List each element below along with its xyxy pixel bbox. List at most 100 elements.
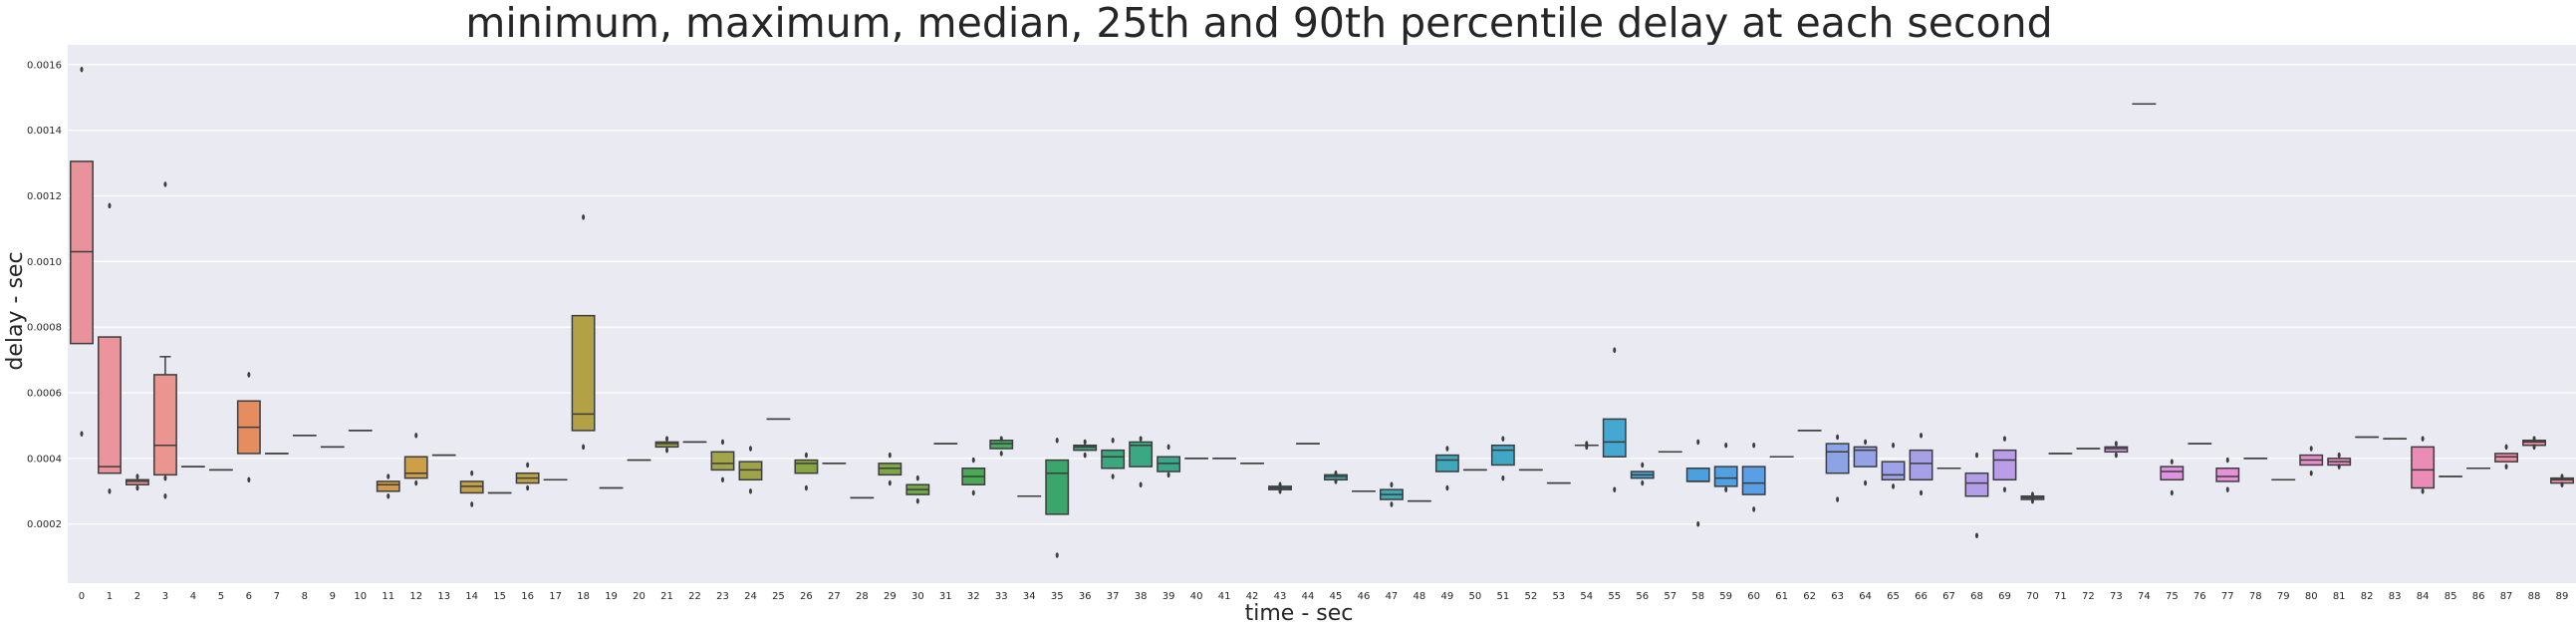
x-tick-label: 51 xyxy=(1496,591,1509,602)
y-tick-label: 0.0010 xyxy=(27,257,62,268)
outlier-point xyxy=(665,447,669,454)
x-tick-label: 58 xyxy=(1691,591,1704,602)
x-tick-label: 80 xyxy=(2305,591,2318,602)
box-iqr xyxy=(1073,444,1098,452)
x-tick-label: 30 xyxy=(911,591,924,602)
box-iqr xyxy=(1602,418,1627,458)
x-tick-label: 35 xyxy=(1051,591,1064,602)
x-tick-label: 43 xyxy=(1274,591,1287,602)
box-iqr xyxy=(989,440,1014,450)
x-tick-label: 63 xyxy=(1831,591,1844,602)
box-69 xyxy=(1992,436,2017,492)
x-tick-label: 34 xyxy=(1023,591,1036,602)
outlier-point xyxy=(1585,444,1589,451)
box-16 xyxy=(515,462,540,491)
box-iqr xyxy=(1101,449,1126,470)
x-tick-label: 67 xyxy=(1942,591,1955,602)
box-iqr xyxy=(1129,441,1154,468)
boxes xyxy=(70,66,2574,558)
x-tick-label: 28 xyxy=(856,591,869,602)
x-tick-label: 14 xyxy=(465,591,478,602)
box-iqr xyxy=(1909,449,1933,481)
box-iqr xyxy=(1045,459,1070,515)
x-tick-label: 40 xyxy=(1190,591,1203,602)
y-tick-label: 0.0008 xyxy=(27,323,62,334)
box-iqr xyxy=(878,463,902,476)
outlier-point xyxy=(1111,473,1115,479)
x-tick-label: 4 xyxy=(190,591,196,602)
outlier-point xyxy=(163,492,167,499)
outlier-point xyxy=(470,470,474,476)
outlier-point xyxy=(971,489,975,496)
box-51 xyxy=(1490,436,1515,481)
x-tick-label: 11 xyxy=(382,591,394,602)
box-84 xyxy=(2411,436,2436,494)
outlier-point xyxy=(2170,459,2174,465)
box-3 xyxy=(152,181,177,499)
box-49 xyxy=(1434,446,1459,491)
outlier-point xyxy=(2532,436,2536,442)
box-63 xyxy=(1825,434,1850,502)
outlier-point xyxy=(2309,470,2313,476)
outlier-point xyxy=(108,202,112,209)
box-iqr xyxy=(2104,446,2129,454)
outlier-point xyxy=(748,488,752,494)
x-tick-label: 70 xyxy=(2026,591,2039,602)
outlier-point xyxy=(2560,481,2564,488)
box-65 xyxy=(1881,442,1906,489)
box-43 xyxy=(1268,481,1292,494)
x-tick-label: 49 xyxy=(1441,591,1454,602)
box-24 xyxy=(738,446,763,494)
outlier-point xyxy=(2002,436,2006,442)
box-12 xyxy=(403,433,428,486)
box-73 xyxy=(2104,441,2129,459)
y-tick-label: 0.0014 xyxy=(27,126,62,137)
x-tick-label: 36 xyxy=(1079,591,1092,602)
outlier-point xyxy=(1974,532,1978,539)
outlier-point xyxy=(1083,452,1087,459)
x-tick-label: 33 xyxy=(995,591,1008,602)
outlier-point xyxy=(582,444,586,451)
box-55 xyxy=(1602,347,1627,492)
outlier-point xyxy=(1752,442,1756,449)
x-tick-label: 22 xyxy=(688,591,701,602)
box-iqr xyxy=(98,336,122,474)
x-tick-label: 62 xyxy=(1803,591,1816,602)
x-tick-label: 8 xyxy=(302,591,308,602)
box-58 xyxy=(1685,439,1710,527)
x-tick-label: 42 xyxy=(1246,591,1259,602)
outlier-point xyxy=(1920,489,1924,496)
x-tick-label: 83 xyxy=(2389,591,2402,602)
x-tick-label: 1 xyxy=(107,591,113,602)
x-tick-label: 88 xyxy=(2528,591,2541,602)
box-26 xyxy=(794,452,819,491)
x-tick-label: 25 xyxy=(772,591,785,602)
outlier-point xyxy=(1974,452,1978,459)
outlier-point xyxy=(2421,488,2425,494)
outlier-point xyxy=(1892,483,1896,489)
outlier-point xyxy=(135,484,139,491)
x-tick-label: 71 xyxy=(2054,591,2067,602)
x-tick-label: 23 xyxy=(716,591,729,602)
y-tick-label: 0.0004 xyxy=(27,454,62,465)
box-88 xyxy=(2522,436,2546,451)
outlier-point xyxy=(2225,457,2229,464)
x-tick-label: 44 xyxy=(1302,591,1315,602)
box-iqr xyxy=(1685,468,1710,482)
box-iqr xyxy=(1434,454,1459,472)
x-tick-label: 87 xyxy=(2500,591,2513,602)
x-tick-label: 85 xyxy=(2445,591,2457,602)
box-23 xyxy=(710,439,735,483)
outlier-point xyxy=(888,452,892,459)
x-tick-label: 20 xyxy=(633,591,645,602)
outlier-point xyxy=(804,484,808,491)
x-tick-label: 65 xyxy=(1887,591,1900,602)
box-iqr xyxy=(2411,446,2436,489)
x-tick-label: 5 xyxy=(218,591,224,602)
x-tick-label: 47 xyxy=(1386,591,1399,602)
x-tick-label: 21 xyxy=(660,591,673,602)
x-tick-labels: 0 1 2 3 4 5 6 7 8 9 10 11 12 13 14 15 16 17 18 19 20 21 22 23 24… xyxy=(79,591,2569,602)
x-tick-label: 75 xyxy=(2166,591,2179,602)
outlier-point xyxy=(720,476,724,483)
box-81 xyxy=(2327,452,2352,470)
